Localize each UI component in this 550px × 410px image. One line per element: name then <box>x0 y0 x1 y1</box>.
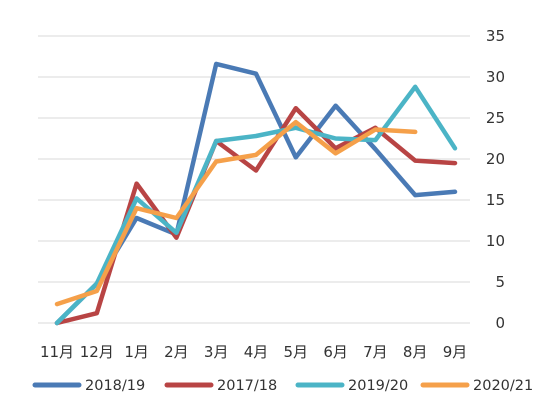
series-lines <box>54 61 458 326</box>
y-tick-label: 5 <box>495 273 505 291</box>
y-tick-label: 15 <box>486 191 505 209</box>
legend-label: 2020/21 <box>473 378 533 394</box>
legend: 2018/19 2017/18 2019/20 2020/21 <box>32 378 533 394</box>
y-tick-label: 20 <box>486 150 505 168</box>
x-tick-label: 3月 <box>204 343 229 361</box>
x-tick-label: 9月 <box>443 343 468 361</box>
y-tick-label: 10 <box>486 232 505 250</box>
gridlines <box>38 35 470 324</box>
x-axis-ticks: 11月 12月 1月 2月 3月 4月 5月 6月 7月 8月 9月 <box>40 343 467 361</box>
x-tick-label: 5月 <box>284 343 309 361</box>
series-line-2019-20 <box>54 84 458 326</box>
y-tick-label: 0 <box>495 314 505 332</box>
y-tick-label: 35 <box>486 27 505 45</box>
series-line-2018-19 <box>54 61 458 326</box>
x-tick-label: 12月 <box>80 343 114 361</box>
x-tick-label: 4月 <box>244 343 269 361</box>
legend-item: 2018/19 <box>32 378 145 394</box>
series-line-2020-21 <box>54 119 418 307</box>
y-axis-ticks: 0 5 10 15 20 25 30 35 <box>486 27 505 332</box>
legend-item: 2019/20 <box>295 378 408 394</box>
legend-label: 2018/19 <box>85 378 145 394</box>
y-tick-label: 25 <box>486 109 505 127</box>
x-tick-label: 11月 <box>40 343 74 361</box>
x-tick-label: 8月 <box>403 343 428 361</box>
series-line-2017-18 <box>54 105 458 326</box>
legend-label: 2017/18 <box>217 378 277 394</box>
x-tick-label: 1月 <box>124 343 149 361</box>
legend-label: 2019/20 <box>348 378 408 394</box>
x-tick-label: 2月 <box>164 343 189 361</box>
x-tick-label: 6月 <box>323 343 348 361</box>
x-tick-label: 7月 <box>363 343 388 361</box>
y-tick-label: 30 <box>486 68 505 86</box>
legend-item: 2020/21 <box>420 378 533 394</box>
legend-item: 2017/18 <box>164 378 277 394</box>
